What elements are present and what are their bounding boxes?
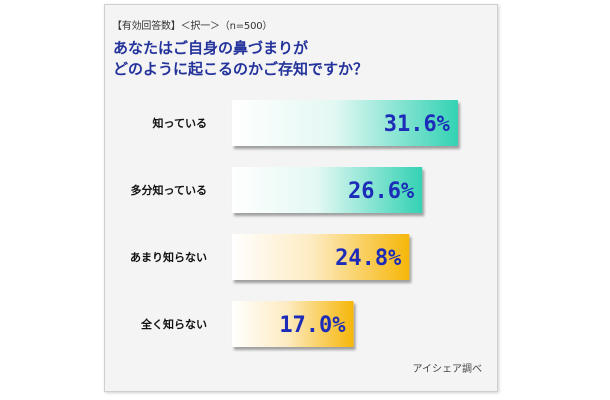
category-label: 多分知っている [131, 183, 207, 197]
chart-title-line-1: あなたはご自身の鼻づまりが [113, 39, 309, 57]
sample-note: 【有効回答数】＜択一＞（n=500） [112, 21, 273, 32]
value-label: 24.8% [335, 246, 402, 271]
bar-group: あまり知らない 24.8% [130, 234, 410, 280]
value-label: 31.6% [384, 112, 451, 137]
bar [232, 301, 354, 347]
value-label: 26.6% [348, 179, 415, 204]
category-label: 知っている [152, 116, 207, 130]
bar [232, 234, 410, 280]
bar [232, 167, 423, 213]
bar-group: 多分知っている 26.6% [131, 167, 423, 213]
bar-group: 知っている 31.6% [152, 100, 458, 146]
value-label: 17.0% [279, 313, 346, 338]
chart-title-line-2: どのように起こるのかご存知ですか？ [113, 60, 369, 78]
category-label: 全く知らない [140, 317, 207, 331]
bar-group: 全く知らない 17.0% [140, 301, 354, 347]
bar [232, 100, 458, 146]
source-note: アイシェア調べ [412, 364, 483, 375]
category-label: あまり知らない [130, 250, 207, 264]
chart-title: あなたはご自身の鼻づまりが どのように起こるのかご存知ですか？ [113, 38, 368, 80]
